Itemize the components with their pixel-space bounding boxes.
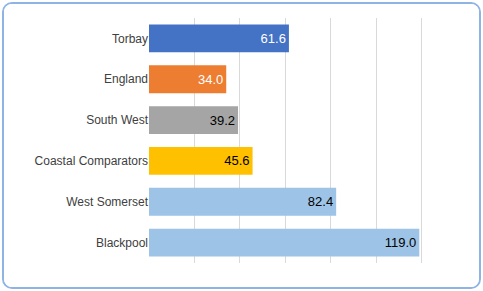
svg-text:82.4: 82.4 <box>308 194 333 209</box>
svg-text:England: England <box>104 72 148 86</box>
svg-text:119.0: 119.0 <box>385 235 417 250</box>
svg-text:West Somerset: West Somerset <box>66 195 148 209</box>
svg-text:South West: South West <box>86 113 148 127</box>
svg-text:61.6: 61.6 <box>261 31 286 46</box>
svg-text:34.0: 34.0 <box>198 72 223 87</box>
svg-text:39.2: 39.2 <box>210 113 235 128</box>
svg-text:45.6: 45.6 <box>224 153 249 168</box>
svg-text:Torbay: Torbay <box>112 32 148 46</box>
svg-text:Blackpool: Blackpool <box>96 236 148 250</box>
svg-text:Coastal Comparators: Coastal Comparators <box>35 154 148 168</box>
